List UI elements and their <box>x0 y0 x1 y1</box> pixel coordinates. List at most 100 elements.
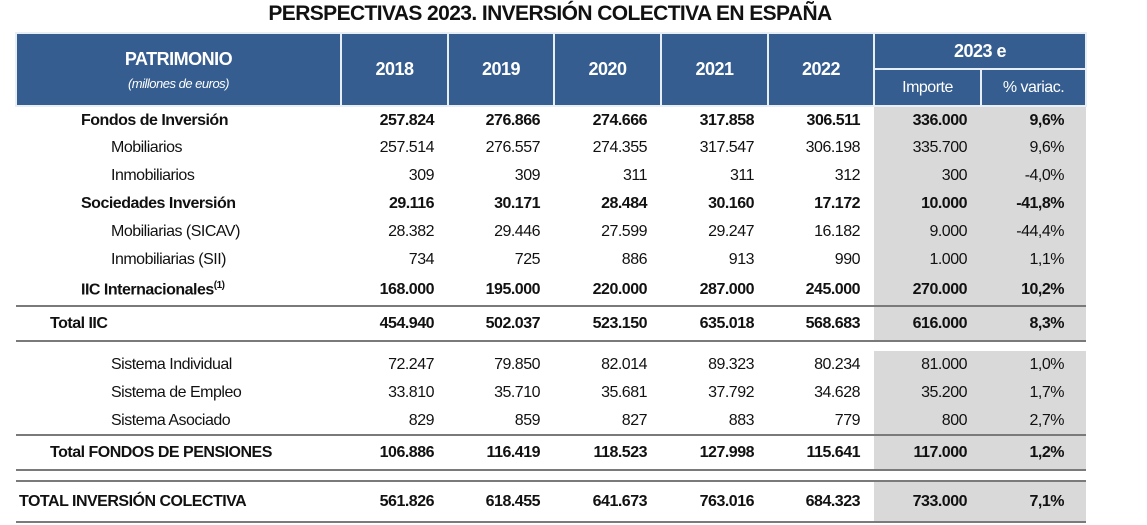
header-year: 2019 <box>447 32 555 107</box>
table-body: Fondos de Inversión 257.824 276.866 274.666… <box>16 106 1086 523</box>
table-row: Sistema de Empleo 33.810 35.710 35.681 37.79… <box>16 379 1086 407</box>
row-label-text: Total FONDOS DE PENSIONES <box>50 443 272 461</box>
row-label: Inmobiliarios <box>16 162 341 190</box>
row-label: Sistema de Empleo <box>16 379 341 407</box>
table-row: Inmobiliarias (SII) 734 725 886 913 990 1.000 1… <box>16 246 1086 274</box>
table-row: Sistema Individual 72.247 79.850 82.014 89.3… <box>16 351 1086 379</box>
row-label-text: Sistema Individual <box>111 356 232 373</box>
value-variac-2023: 1,7% <box>981 379 1086 407</box>
value-importe-2023: 1.000 <box>874 246 981 274</box>
value-2019: 618.455 <box>448 480 554 523</box>
value-2018: 734 <box>408 251 435 268</box>
table-row: Mobiliarios 257.514 276.557 274.355 317.547 3… <box>16 134 1086 162</box>
header-label: PATRIMONIO <box>124 48 233 69</box>
value-2021: 883 <box>661 407 768 436</box>
row-label-text: Mobiliarias (SICAV) <box>111 223 240 240</box>
value-2018: 829 <box>341 407 448 436</box>
value-variac-2023: 1,1% <box>981 246 1086 274</box>
row-label: Total IIC <box>16 306 341 342</box>
value-2019: 30.171 <box>494 195 540 212</box>
value-2020: 274.666 <box>592 111 648 129</box>
table-row: Total FONDOS DE PENSIONES 106.886 116.419 1… <box>16 435 1086 471</box>
header-estimate: 2023 e <box>873 32 1087 70</box>
footnote-marker: (1) <box>213 279 225 291</box>
value-variac-2023: -44,4% <box>981 218 1086 246</box>
row-label: Mobiliarias (SICAV) <box>16 218 341 246</box>
value-importe-2023: 81.000 <box>874 351 981 379</box>
value-2018: 561.826 <box>341 480 448 523</box>
value-2021: 913 <box>728 251 755 268</box>
value-variac-2023: 7,1% <box>981 480 1086 523</box>
header-unit: (millones de euros) <box>127 75 230 91</box>
value-2019: 276.557 <box>485 139 541 156</box>
value-2018: 72.247 <box>388 356 434 373</box>
value-2019: 725 <box>514 251 541 268</box>
row-label: Mobiliarios <box>16 134 341 162</box>
value-2020: 274.355 <box>592 139 648 156</box>
row-label: Sistema Asociado <box>16 407 341 436</box>
row-label-text: Sistema de Empleo <box>111 384 242 401</box>
value-2020: 311 <box>622 167 648 184</box>
value-2019: 35.710 <box>494 384 540 401</box>
value-2020: 886 <box>621 251 648 268</box>
value-importe-2023: 336.000 <box>874 106 981 134</box>
value-importe-2023: 616.000 <box>874 306 981 342</box>
value-2022: 684.323 <box>768 480 874 523</box>
header-importe: Importe <box>873 68 982 107</box>
header-year: 2020 <box>553 32 662 107</box>
header-variac: % variac. <box>980 68 1087 107</box>
value-importe-2023: 117.000 <box>874 435 981 471</box>
value-2020: 220.000 <box>554 274 661 307</box>
value-variac-2023: 1,2% <box>981 435 1086 471</box>
value-2018: 29.116 <box>388 195 435 212</box>
value-2021: 311 <box>729 167 755 184</box>
table-row: Sociedades Inversión 29.116 30.171 28.484 30… <box>16 190 1086 218</box>
value-variac-2023: 1,0% <box>981 351 1086 379</box>
table-row: Sistema Asociado 829 859 827 883 779 800 2,7% <box>16 407 1086 436</box>
header-year: 2021 <box>660 32 769 107</box>
value-2022: 568.683 <box>768 306 874 342</box>
value-2019: 79.850 <box>494 356 540 373</box>
value-2022: 990 <box>834 251 861 268</box>
value-2022: 779 <box>768 407 874 436</box>
value-2019: 276.866 <box>485 111 541 129</box>
value-importe-2023: 9.000 <box>874 218 981 246</box>
value-importe-2023: 300 <box>874 162 981 190</box>
value-2019: 29.446 <box>494 223 540 240</box>
value-importe-2023: 733.000 <box>874 480 981 523</box>
row-label: Inmobiliarias (SII) <box>16 246 341 274</box>
spacer-row <box>16 341 1086 351</box>
value-variac-2023: 2,7% <box>981 407 1086 436</box>
row-label-text: Sistema Asociado <box>111 411 231 429</box>
value-2022: 17.172 <box>814 195 860 212</box>
value-2022: 16.182 <box>814 223 860 240</box>
row-label-text: IIC Internacionales <box>81 281 214 299</box>
value-2018: 454.940 <box>341 306 448 342</box>
value-2022: 34.628 <box>814 384 860 401</box>
value-2020: 28.484 <box>601 195 647 212</box>
table-row: Mobiliarias (SICAV) 28.382 29.446 27.599 29.… <box>16 218 1086 246</box>
value-2021: 635.018 <box>661 306 768 342</box>
table-row: TOTAL INVERSIÓN COLECTIVA 561.826 618.455 6… <box>16 480 1086 523</box>
value-2021: 89.323 <box>708 356 754 373</box>
value-2019: 195.000 <box>448 274 554 307</box>
value-2021: 29.247 <box>708 223 754 240</box>
value-2022: 245.000 <box>768 274 874 307</box>
value-variac-2023: 8,3% <box>981 306 1086 342</box>
row-label-text: Sociedades Inversión <box>81 195 236 212</box>
row-label: Sistema Individual <box>16 351 341 379</box>
value-2019: 116.419 <box>448 435 554 471</box>
table-row: Fondos de Inversión 257.824 276.866 274.666… <box>16 106 1086 134</box>
value-2022: 306.198 <box>805 139 861 156</box>
header-year: 2022 <box>767 32 875 107</box>
value-2022: 80.234 <box>814 356 860 373</box>
value-2018: 309 <box>408 167 435 184</box>
value-importe-2023: 335.700 <box>874 134 981 162</box>
value-2020: 523.150 <box>554 306 661 342</box>
value-variac-2023: 10,2% <box>981 274 1086 307</box>
value-2021: 287.000 <box>661 274 768 307</box>
investment-table: PATRIMONIO (millones de euros) 2018 2019… <box>15 32 1087 523</box>
row-label-text: Inmobiliarias (SII) <box>111 251 226 268</box>
value-2018: 33.810 <box>388 384 434 401</box>
row-label-text: Inmobiliarios <box>111 167 195 184</box>
